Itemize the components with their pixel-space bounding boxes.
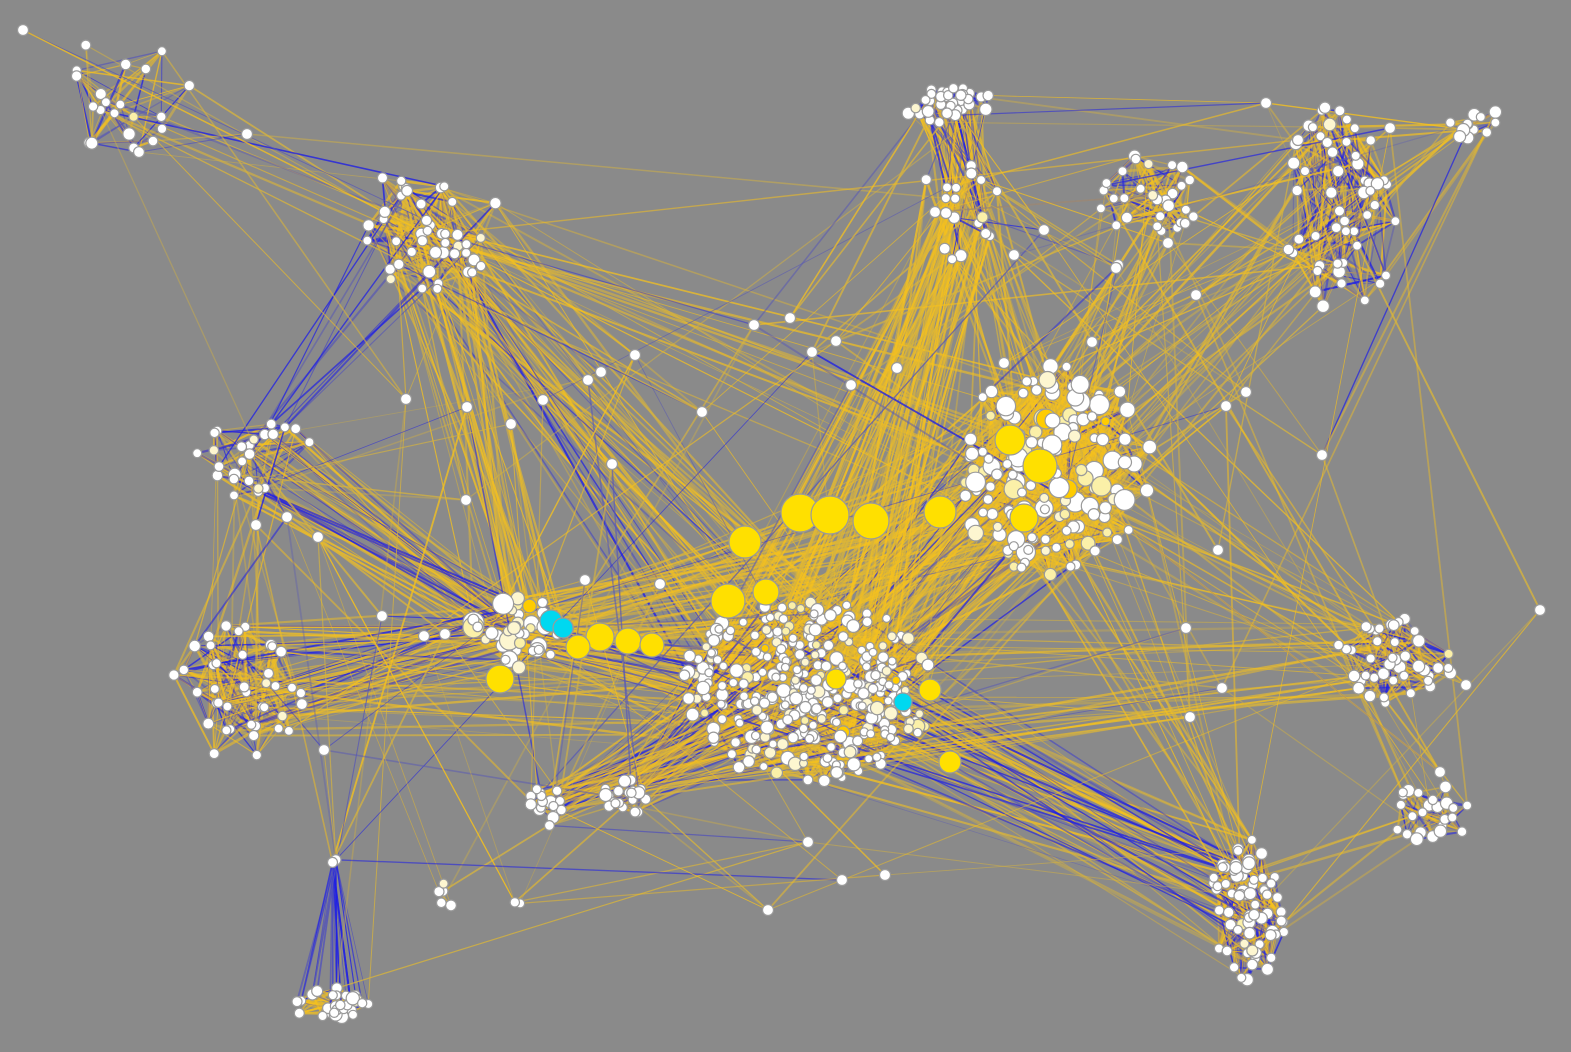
graph-edge xyxy=(194,645,255,736)
graph-edge xyxy=(89,140,154,144)
graph-edge xyxy=(207,723,258,756)
graph-edge xyxy=(89,85,190,144)
graph-edge xyxy=(76,69,190,87)
graph-edge xyxy=(196,691,255,737)
graph-edge xyxy=(217,423,272,432)
graph-edge xyxy=(160,51,163,117)
graph-edge xyxy=(257,434,274,489)
graph-edge xyxy=(138,51,163,153)
graph-edge xyxy=(91,116,135,144)
graph-edge xyxy=(193,645,255,737)
graph-edge xyxy=(212,664,257,727)
graph-edge xyxy=(91,140,154,144)
graph-edge xyxy=(75,75,93,144)
graph-edge xyxy=(76,50,163,72)
graph-edge xyxy=(173,674,216,755)
graph-edge xyxy=(440,187,496,204)
graph-edge xyxy=(207,654,244,724)
graph-edge xyxy=(430,202,496,227)
graph-edge xyxy=(209,645,229,707)
graph-edge xyxy=(114,84,190,115)
graph-edge xyxy=(196,438,255,455)
graph-edge xyxy=(133,128,163,149)
graph-edge xyxy=(226,654,244,707)
graph-edge xyxy=(76,70,90,143)
graph-edge xyxy=(233,441,310,480)
graph-edge xyxy=(173,672,269,677)
graph-edge xyxy=(213,706,263,755)
graph-edge xyxy=(125,50,163,65)
graph-edge xyxy=(405,187,458,236)
graph-edge xyxy=(133,68,147,117)
graph-edge xyxy=(183,669,216,690)
